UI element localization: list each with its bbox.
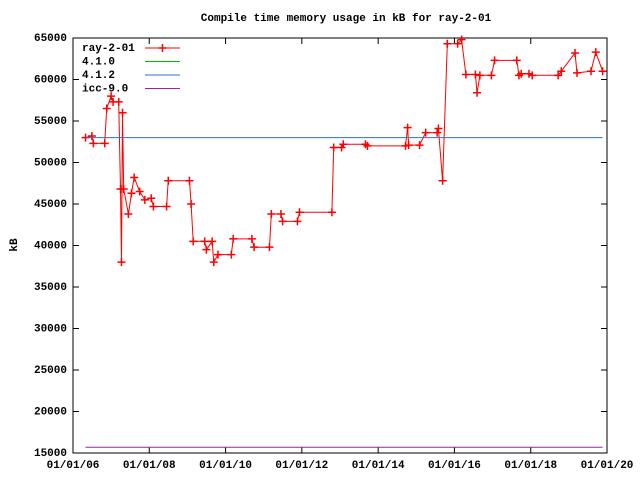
point-marker xyxy=(140,195,149,204)
point-marker xyxy=(471,70,480,79)
point-marker xyxy=(114,97,123,106)
legend-marker xyxy=(158,44,167,52)
point-marker xyxy=(213,250,222,259)
point-marker xyxy=(434,124,443,133)
point-marker xyxy=(443,39,452,48)
x-tick-label: 01/01/14 xyxy=(352,460,405,472)
point-marker xyxy=(327,208,336,217)
point-marker xyxy=(571,48,580,57)
point-marker xyxy=(118,108,127,117)
point-marker xyxy=(147,194,156,203)
point-marker xyxy=(250,243,259,252)
legend-label: 4.1.0 xyxy=(82,56,115,68)
point-marker xyxy=(339,140,348,149)
point-marker xyxy=(276,209,285,218)
point-marker xyxy=(265,243,274,252)
point-marker xyxy=(89,139,98,148)
plot-frame xyxy=(72,37,608,454)
chart-title: Compile time memory usage in kB for ray-… xyxy=(201,13,492,25)
point-marker xyxy=(587,67,596,76)
point-marker xyxy=(295,208,304,217)
point-marker xyxy=(247,234,256,243)
legend-label: ray-2-01 xyxy=(82,43,135,55)
x-tick-label: 01/01/16 xyxy=(428,460,481,472)
point-marker xyxy=(208,237,217,246)
point-marker xyxy=(107,92,116,101)
point-marker xyxy=(130,173,139,182)
y-tick-label: 65000 xyxy=(34,33,67,45)
point-marker xyxy=(557,67,566,76)
point-marker xyxy=(438,176,447,185)
y-tick-label: 45000 xyxy=(34,199,67,211)
point-marker xyxy=(361,140,370,149)
y-axis-label: kB xyxy=(9,238,21,252)
y-tick-label: 25000 xyxy=(34,365,67,377)
point-marker xyxy=(591,48,600,57)
point-marker xyxy=(453,39,462,48)
point-marker xyxy=(421,128,430,137)
point-marker xyxy=(202,245,211,254)
y-tick-label: 15000 xyxy=(34,448,67,460)
point-marker xyxy=(124,209,133,218)
point-marker xyxy=(200,237,209,246)
point-marker xyxy=(329,143,338,152)
y-tick-label: 55000 xyxy=(34,116,67,128)
point-marker xyxy=(185,176,194,185)
point-marker xyxy=(528,71,537,80)
point-marker xyxy=(461,70,470,79)
point-marker xyxy=(293,217,302,226)
point-marker xyxy=(278,217,287,226)
point-marker xyxy=(164,176,173,185)
x-tick-label: 01/01/08 xyxy=(123,460,176,472)
point-marker xyxy=(473,88,482,97)
x-tick-label: 01/01/12 xyxy=(275,460,328,472)
point-marker xyxy=(457,35,466,44)
y-tick-label: 50000 xyxy=(34,157,67,169)
point-marker xyxy=(404,141,413,150)
point-marker xyxy=(189,237,198,246)
x-tick-label: 01/01/06 xyxy=(47,460,100,472)
legend-label: icc-9.0 xyxy=(82,83,128,95)
point-marker xyxy=(209,258,218,267)
point-marker xyxy=(363,141,372,150)
point-marker xyxy=(475,71,484,80)
point-marker xyxy=(87,131,96,140)
point-marker xyxy=(554,71,563,80)
x-tick-label: 01/01/18 xyxy=(504,460,557,472)
point-marker xyxy=(187,200,196,208)
point-marker xyxy=(403,123,412,132)
point-marker xyxy=(119,185,128,194)
point-marker xyxy=(415,141,424,150)
point-marker xyxy=(512,56,521,65)
y-tick-label: 30000 xyxy=(34,323,67,335)
point-marker xyxy=(162,202,171,211)
y-tick-label: 20000 xyxy=(34,406,67,418)
point-marker xyxy=(127,189,136,198)
point-marker xyxy=(573,68,582,77)
point-marker xyxy=(227,250,236,259)
point-marker xyxy=(267,209,276,218)
point-marker xyxy=(433,128,442,137)
y-tick-label: 60000 xyxy=(34,74,67,86)
point-marker xyxy=(149,202,158,211)
y-tick-label: 40000 xyxy=(34,240,67,252)
point-marker xyxy=(487,71,496,80)
point-marker xyxy=(517,69,526,78)
x-tick-label: 01/01/10 xyxy=(199,460,252,472)
y-tick-label: 35000 xyxy=(34,282,67,294)
point-marker xyxy=(598,67,607,76)
point-marker xyxy=(117,258,126,267)
point-marker xyxy=(135,187,144,196)
point-marker xyxy=(490,56,499,65)
point-marker xyxy=(102,104,111,113)
point-marker xyxy=(100,139,109,148)
x-tick-label: 01/01/20 xyxy=(581,460,634,472)
point-marker xyxy=(229,234,238,243)
legend-label: 4.1.2 xyxy=(82,70,115,82)
